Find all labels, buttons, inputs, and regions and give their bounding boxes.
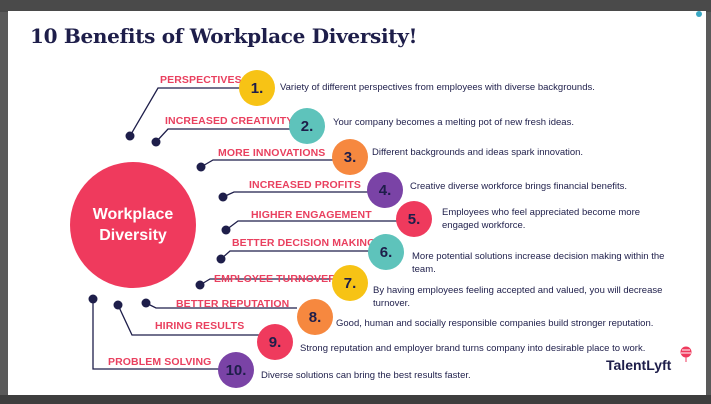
benefit-number-3: 3.: [332, 139, 368, 175]
connector-2: [155, 128, 297, 143]
connector-dot-5: [221, 225, 231, 235]
benefit-number-10: 10.: [218, 352, 254, 388]
connector-dot-9: [113, 300, 123, 310]
connector-dot-7: [195, 280, 205, 290]
infographic-card: 10 Benefits of Workplace Diversity!: [8, 11, 706, 395]
talentlyft-logo: TalentLyft: [606, 357, 672, 373]
benefit-label-perspectives: PERSPECTIVES: [160, 74, 242, 86]
connector-dot-4: [218, 192, 228, 202]
benefit-description-7: By having employees feeling accepted and…: [373, 285, 663, 309]
benefit-number-1: 1.: [239, 70, 275, 106]
benefit-number-8: 8.: [297, 299, 333, 335]
balloon-icon: [680, 346, 692, 362]
page-title: 10 Benefits of Workplace Diversity!: [30, 24, 418, 48]
connector-dot-1: [125, 131, 135, 141]
benefit-description-10: Diverse solutions can bring the best res…: [261, 370, 471, 381]
connector-5: [225, 220, 401, 231]
benefit-description-5: Employees who feel appreciated become mo…: [442, 207, 641, 231]
connector-dot-3: [196, 162, 206, 172]
workplace-diversity-hub: Workplace Diversity: [70, 162, 196, 288]
benefit-number-6: 6.: [368, 234, 404, 270]
corner-marker: [696, 11, 702, 17]
benefit-label-problem-solving: PROBLEM SOLVING: [108, 356, 212, 368]
benefit-number-5: 5.: [396, 201, 432, 237]
benefit-label-hiring-results: HIRING RESULTS: [155, 320, 245, 332]
benefit-label-more-innovations: MORE INNOVATIONS: [218, 147, 326, 159]
connector-3: [200, 159, 339, 168]
benefit-label-employee-turnover: EMPLOYEE TURNOVER: [214, 273, 336, 285]
connector-dot-8: [141, 298, 151, 308]
connector-lines: [88, 87, 401, 370]
connector-9: [117, 304, 260, 336]
benefit-label-increased-creativity: INCREASED CREATIVITY: [165, 115, 294, 127]
connector-dot-2: [151, 137, 161, 147]
connector-6: [220, 250, 372, 260]
benefit-number-7: 7.: [332, 265, 368, 301]
benefit-description-6: More potential solutions increase decisi…: [412, 251, 665, 275]
benefit-description-8: Good, human and socially responsible com…: [336, 318, 654, 329]
benefit-description-1: Variety of different perspectives from e…: [280, 82, 595, 93]
benefit-description-2: Your company becomes a melting pot of ne…: [333, 117, 574, 128]
connector-10: [92, 299, 220, 370]
connector-1: [129, 87, 239, 137]
benefit-number-4: 4.: [367, 172, 403, 208]
benefit-number-2: 2.: [289, 108, 325, 144]
benefit-label-better-decision-making: BETTER DECISION MAKING: [232, 237, 376, 249]
window-bottom-bar: [0, 395, 711, 404]
hub-label: Workplace Diversity: [92, 206, 174, 244]
benefit-number-9: 9.: [257, 324, 293, 360]
connector-dot-10: [88, 294, 98, 304]
benefit-label-increased-profits: INCREASED PROFITS: [249, 179, 361, 191]
connector-dot-6: [216, 254, 226, 264]
connector-4: [222, 191, 372, 198]
window-top-bar: [0, 0, 711, 12]
benefit-description-3: Different backgrounds and ideas spark in…: [372, 147, 584, 158]
benefit-label-higher-engagement: HIGHER ENGAGEMENT: [251, 209, 372, 221]
benefit-description-4: Creative diverse workforce brings financ…: [410, 181, 628, 192]
benefit-label-better-reputation: BETTER REPUTATION: [176, 298, 290, 310]
benefit-description-9: Strong reputation and employer brand tur…: [300, 343, 646, 354]
